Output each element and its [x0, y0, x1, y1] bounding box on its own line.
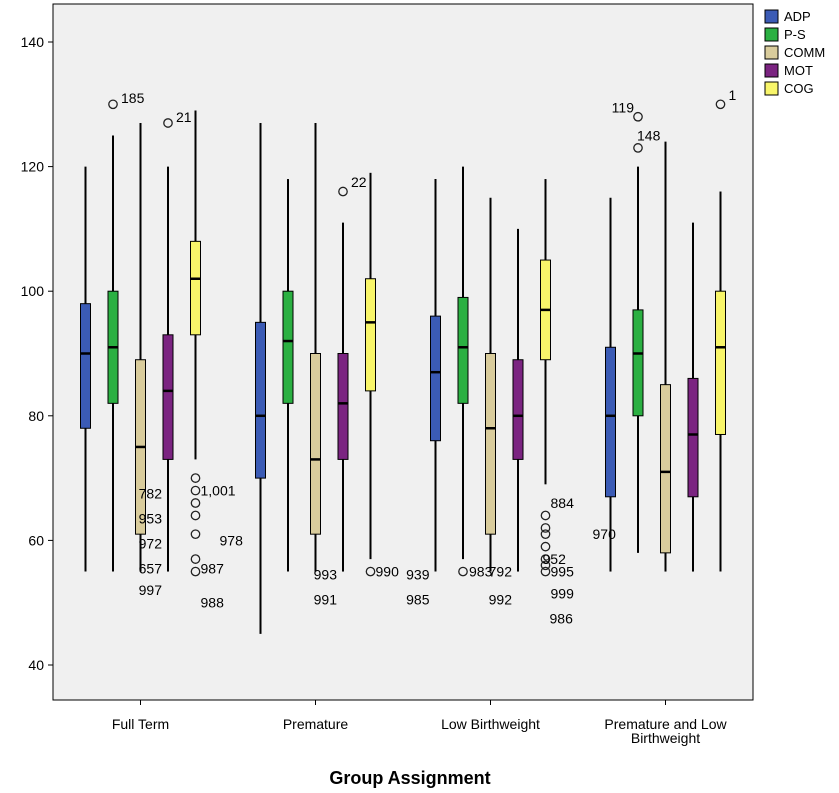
outlier-point [540, 510, 551, 521]
box [660, 384, 671, 554]
outlier-point [540, 523, 551, 533]
x-tick-label: Full Term [112, 716, 169, 732]
legend-swatch [764, 9, 779, 24]
outlier-label: 657 [139, 560, 163, 576]
outlier-label: 992 [489, 592, 513, 608]
box [310, 353, 321, 535]
x-tick-label: Premature and Low [604, 716, 727, 732]
box [457, 296, 469, 404]
outlier-label: 148 [637, 127, 661, 143]
outlier-label: 999 [551, 585, 575, 601]
y-tick-label: 40 [28, 657, 44, 673]
x-tick-label: Premature [283, 716, 349, 732]
outlier-label: 884 [551, 495, 575, 511]
outlier-point [190, 529, 201, 540]
outlier-label: 21 [176, 109, 192, 125]
outlier-label: 970 [593, 526, 617, 542]
outlier-label: 185 [121, 90, 145, 106]
legend: ADP P-S COMM MOT COG [764, 9, 825, 96]
outlier-point [540, 541, 551, 552]
legend-label: COMM [784, 45, 825, 60]
outlier-point [540, 554, 551, 564]
outlier-point [190, 566, 201, 577]
outlier-point [190, 485, 201, 496]
outlier-point [338, 186, 348, 197]
outlier-label: 119 [612, 99, 635, 115]
y-tick-label: 100 [21, 283, 45, 299]
outlier-label: 997 [139, 582, 163, 598]
box [365, 278, 376, 392]
legend-label: ADP [784, 9, 811, 24]
outlier-label: 995 [551, 564, 575, 580]
box [80, 303, 91, 429]
legend-label: MOT [784, 63, 813, 78]
outlier-point [190, 498, 201, 508]
legend-label: COG [784, 81, 814, 96]
x-axis: Full Term Premature Low Birthweight Prematu… [112, 700, 727, 746]
y-axis: 40 60 80 100 120 140 [21, 34, 53, 673]
outlier-label: 987 [201, 560, 225, 576]
x-tick-label: Birthweight [631, 730, 700, 746]
outlier-labels: 185 21 782 1,001 953 972 978 657 987 997 988 22 993 9… [121, 87, 737, 626]
box [430, 315, 441, 442]
box [282, 290, 294, 404]
box [255, 321, 266, 479]
outlier-point [633, 143, 643, 153]
legend-swatch [764, 27, 779, 42]
outlier-label: 939 [406, 567, 430, 583]
legend-label: P-S [784, 27, 806, 42]
outlier-label: 985 [406, 592, 430, 608]
x-tick-label: Low Birthweight [441, 716, 540, 732]
outlier-label: 792 [489, 564, 513, 580]
legend-swatch [764, 81, 779, 96]
box [485, 353, 496, 535]
outlier-label: 983 [469, 564, 493, 580]
outlier-point [190, 473, 201, 483]
outlier-point [540, 566, 551, 577]
outlier-point [540, 529, 551, 540]
y-tick-label: 120 [21, 159, 45, 175]
outlier-point [458, 566, 468, 577]
outlier-point [715, 99, 726, 110]
outlier-label: 990 [376, 564, 400, 580]
outlier-label: 1 [729, 87, 737, 103]
outlier-point [365, 566, 376, 577]
outlier-label: 1,001 [201, 483, 236, 499]
y-tick-label: 140 [21, 34, 45, 50]
box [687, 377, 699, 498]
outlier-label: 972 [139, 536, 163, 552]
box [337, 353, 349, 460]
outlier-point [540, 560, 551, 571]
box [162, 334, 174, 460]
outlier-label: 986 [550, 610, 574, 626]
box [512, 359, 524, 460]
outlier-point [108, 99, 118, 110]
outlier-label: 991 [314, 592, 338, 608]
outlier-label: 952 [543, 551, 567, 567]
box-series [80, 99, 726, 634]
box [715, 290, 726, 435]
legend-swatch [764, 45, 779, 60]
outlier-point [633, 111, 643, 122]
y-tick-label: 80 [28, 408, 44, 424]
outlier-label: 782 [139, 486, 163, 502]
y-tick-label: 60 [28, 532, 44, 548]
outlier-point [190, 554, 201, 564]
outlier-point [190, 510, 201, 521]
box [190, 240, 201, 336]
box [632, 309, 644, 417]
outlier-label: 978 [220, 532, 244, 548]
box [605, 346, 616, 498]
outlier-point [163, 118, 173, 128]
outlier-label: 993 [314, 567, 338, 583]
outlier-label: 22 [351, 174, 367, 190]
x-axis-title: Group Assignment [329, 768, 490, 788]
legend-swatch [764, 63, 779, 78]
outlier-label: 953 [139, 511, 163, 527]
outlier-label: 988 [201, 595, 225, 611]
